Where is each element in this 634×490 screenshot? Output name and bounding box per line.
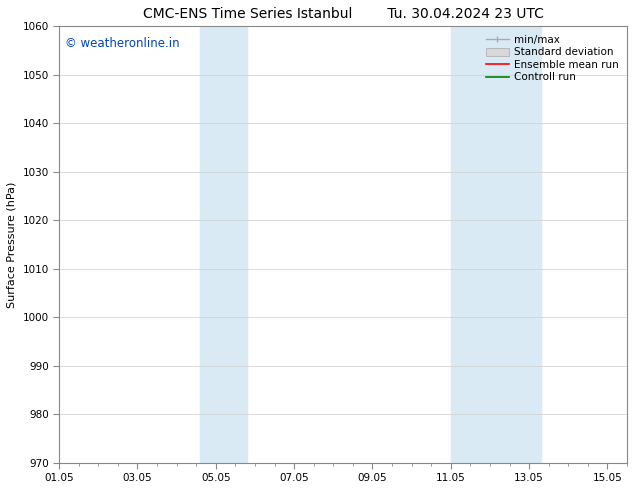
Text: © weatheronline.in: © weatheronline.in — [65, 37, 179, 50]
Title: CMC-ENS Time Series Istanbul        Tu. 30.04.2024 23 UTC: CMC-ENS Time Series Istanbul Tu. 30.04.2… — [143, 7, 543, 21]
Bar — [200, 26, 247, 463]
Y-axis label: Surface Pressure (hPa): Surface Pressure (hPa) — [7, 181, 17, 308]
Bar — [451, 26, 541, 463]
Legend: min/max, Standard deviation, Ensemble mean run, Controll run: min/max, Standard deviation, Ensemble me… — [482, 31, 622, 86]
